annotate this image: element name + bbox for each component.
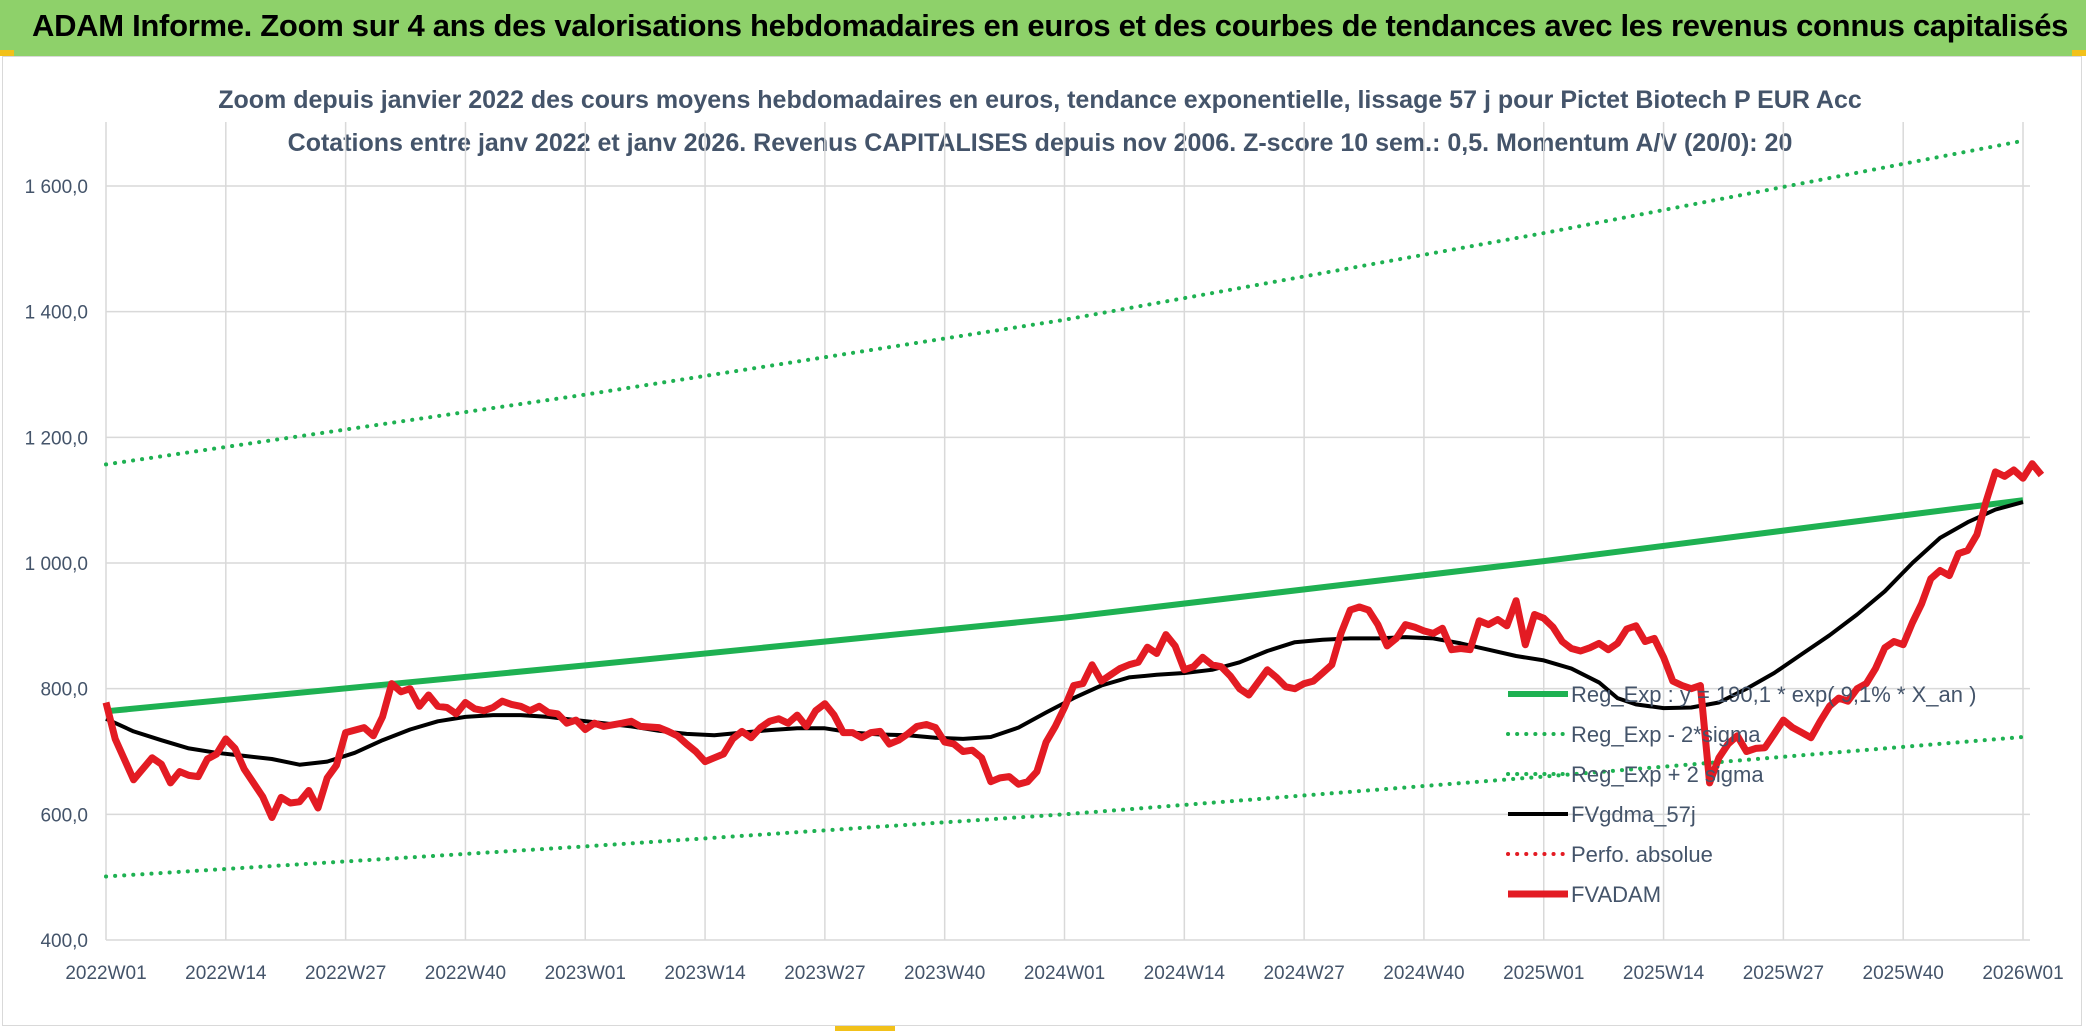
x-tick-label: 2022W40 — [425, 963, 506, 984]
y-gridlines — [106, 185, 2030, 941]
y-tick-label: 1 200,0 — [25, 428, 88, 449]
series-line-5 — [102, 460, 2045, 821]
report-title: ADAM Informe. Zoom sur 4 ans des valoris… — [32, 8, 2069, 43]
y-tick-label: 600,0 — [40, 805, 88, 826]
legend-label-5: FVADAM — [1571, 882, 1661, 907]
x-gridlines — [105, 122, 2024, 940]
x-tick-label: 2024W01 — [1024, 963, 1105, 984]
legend-label-3: FVgdma_57j — [1571, 802, 1696, 827]
y-tick-label: 400,0 — [40, 931, 88, 952]
x-tick-label: 2023W14 — [664, 963, 746, 984]
x-tick-label: 2025W14 — [1623, 963, 1705, 984]
x-tick-label: 2023W27 — [784, 963, 865, 984]
x-tick-label: 2024W27 — [1263, 963, 1344, 984]
x-tick-label: 2025W27 — [1743, 963, 1824, 984]
y-tick-label: 1 600,0 — [25, 177, 88, 198]
x-tick-label: 2024W40 — [1383, 963, 1464, 984]
series-line-2 — [104, 138, 2025, 467]
chart-frame — [2, 56, 2082, 1026]
x-tick-label: 2023W40 — [904, 963, 985, 984]
report-banner: ADAM Informe. Zoom sur 4 ans des valoris… — [0, 0, 2086, 56]
x-axis-labels: 2022W01 2022W14 2022W27 2022W40 2023W01 2023W… — [65, 963, 2063, 984]
banner-accent-left — [0, 50, 14, 56]
series-line-0 — [105, 497, 2024, 715]
bottom-accent — [835, 1026, 895, 1031]
x-tick-label: 2023W01 — [545, 963, 626, 984]
series-layer — [102, 138, 2045, 879]
x-tick-label: 2025W40 — [1863, 963, 1944, 984]
x-tick-label: 2022W27 — [305, 963, 386, 984]
banner-accent-right — [2072, 50, 2086, 56]
x-tick-label: 2026W01 — [1982, 963, 2063, 984]
x-tick-label: 2025W01 — [1503, 963, 1584, 984]
series-line-1 — [104, 735, 2025, 879]
legend-label-4: Perfo. absolue — [1571, 842, 1713, 867]
y-tick-label: 800,0 — [40, 680, 88, 701]
legend-label-1: Reg_Exp - 2*sigma — [1571, 722, 1761, 747]
legend-label-0: Reg_Exp : y = 190,1 * exp( 9,1% * X_an ) — [1571, 682, 1976, 707]
x-tick-label: 2024W14 — [1144, 963, 1226, 984]
legend: Reg_Exp : y = 190,1 * exp( 9,1% * X_an )… — [1506, 682, 1976, 907]
chart-title-line2: Cotations entre janv 2022 et janv 2026. … — [288, 129, 1793, 157]
x-tick-label: 2022W01 — [65, 963, 146, 984]
legend-label-2: Reg_Exp + 2 sigma — [1571, 762, 1764, 787]
x-tick-label: 2022W14 — [185, 963, 267, 984]
y-tick-label: 1 400,0 — [25, 303, 88, 324]
chart-title-line1: Zoom depuis janvier 2022 des cours moyen… — [218, 86, 1862, 114]
y-tick-label: 1 000,0 — [25, 554, 88, 575]
y-axis-labels: 400,0 600,0 800,0 1 000,0 1 200,0 1 400,0 1 60… — [25, 177, 88, 952]
